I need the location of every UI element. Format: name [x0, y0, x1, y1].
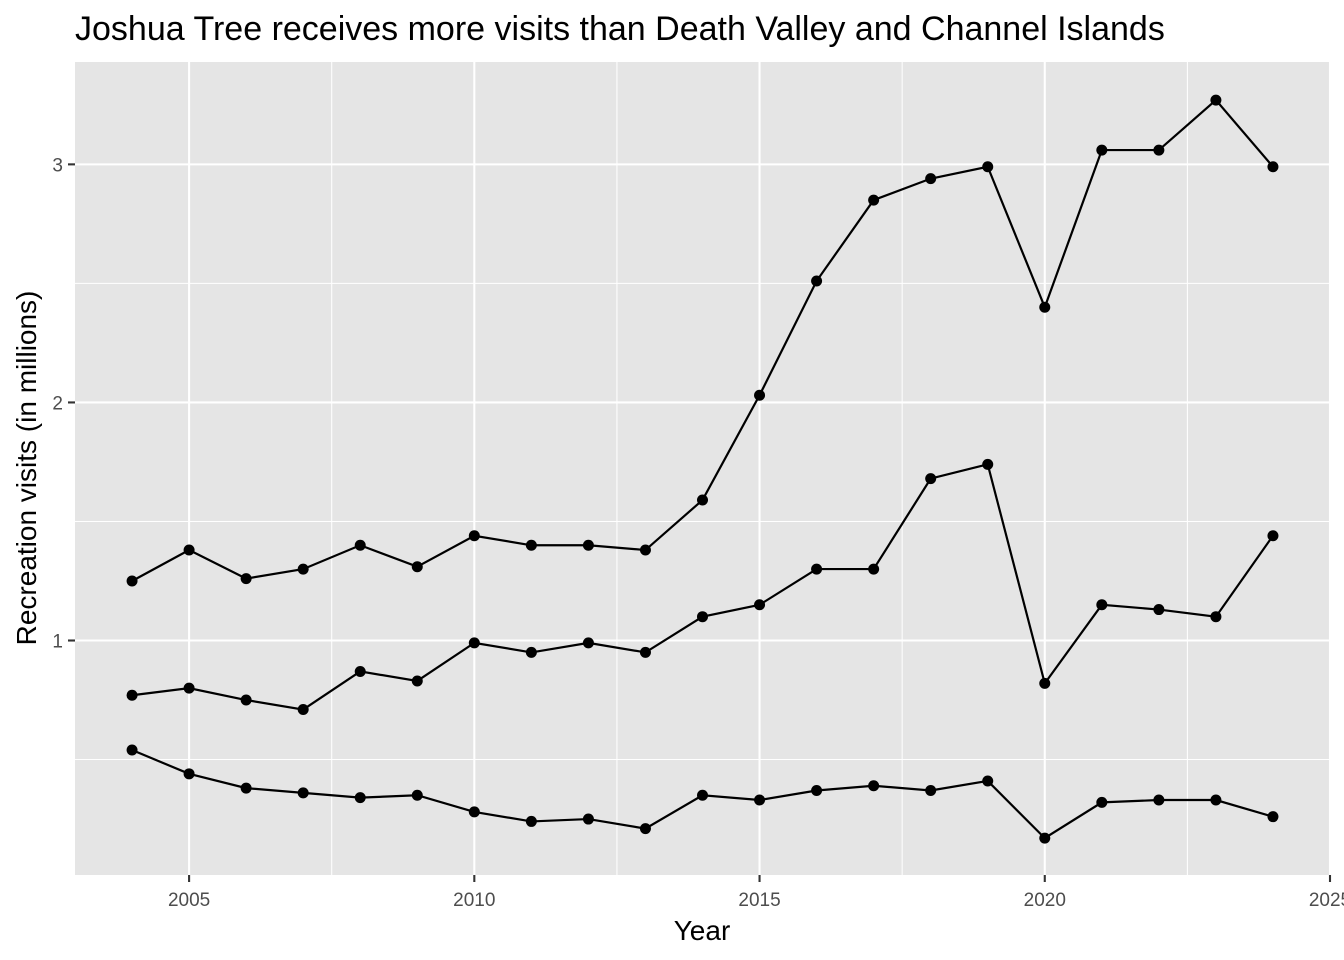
data-point-joshua-tree	[697, 494, 708, 506]
data-point-death-valley	[1039, 677, 1051, 689]
y-tick-label: 2	[52, 393, 63, 414]
x-tick-label: 2025	[1309, 890, 1344, 911]
data-point-channel-islands	[982, 775, 994, 787]
data-point-death-valley	[811, 563, 823, 575]
data-point-death-valley	[982, 458, 994, 470]
data-point-death-valley	[1267, 530, 1279, 542]
data-point-death-valley	[639, 646, 651, 658]
data-point-joshua-tree	[411, 561, 423, 573]
data-point-joshua-tree	[1039, 301, 1051, 313]
data-point-channel-islands	[240, 782, 252, 794]
chart-title: Joshua Tree receives more visits than De…	[75, 10, 1165, 48]
data-point-death-valley	[354, 665, 366, 677]
data-point-channel-islands	[1096, 796, 1108, 808]
data-point-channel-islands	[1153, 794, 1165, 806]
y-tick-label: 1	[52, 632, 63, 653]
series-points	[126, 94, 1279, 844]
data-point-joshua-tree	[1210, 94, 1222, 106]
data-point-channel-islands	[126, 744, 138, 756]
data-point-joshua-tree	[639, 544, 651, 556]
data-point-channel-islands	[697, 789, 708, 801]
data-point-joshua-tree	[126, 575, 138, 587]
data-point-death-valley	[1210, 611, 1222, 623]
data-point-death-valley	[183, 682, 195, 694]
data-point-joshua-tree	[240, 573, 252, 585]
data-point-channel-islands	[297, 787, 309, 799]
x-tick-label: 2010	[453, 890, 495, 911]
data-point-joshua-tree	[811, 275, 823, 287]
data-point-joshua-tree	[183, 544, 195, 556]
data-point-channel-islands	[1267, 811, 1279, 823]
data-point-channel-islands	[1039, 832, 1051, 844]
x-tick-label: 2015	[738, 890, 780, 911]
data-point-joshua-tree	[582, 539, 594, 551]
data-point-death-valley	[240, 694, 252, 706]
data-point-joshua-tree	[354, 539, 366, 551]
y-axis-title: Recreation visits (in millions)	[11, 291, 42, 646]
data-point-joshua-tree	[982, 161, 994, 173]
data-point-channel-islands	[868, 780, 880, 792]
data-point-joshua-tree	[1267, 161, 1279, 173]
data-point-channel-islands	[754, 794, 766, 806]
data-point-joshua-tree	[297, 563, 309, 575]
data-point-joshua-tree	[1096, 144, 1108, 156]
data-point-joshua-tree	[525, 539, 537, 551]
data-point-death-valley	[468, 637, 480, 649]
data-point-death-valley	[1096, 599, 1108, 611]
x-axis: 2005 2010 2015 2020 2025	[168, 875, 1344, 911]
data-point-death-valley	[126, 689, 138, 701]
data-point-death-valley	[925, 473, 937, 485]
x-axis-title: Year	[674, 915, 731, 946]
data-point-channel-islands	[354, 792, 366, 804]
data-point-channel-islands	[639, 823, 651, 835]
data-point-joshua-tree	[1153, 144, 1165, 156]
data-point-channel-islands	[468, 806, 480, 818]
y-axis: 1 2 3	[52, 155, 75, 653]
x-tick-label: 2005	[168, 890, 210, 911]
data-point-death-valley	[525, 646, 537, 658]
x-tick-label: 2020	[1024, 890, 1066, 911]
minor-gridlines	[75, 62, 1330, 875]
data-point-death-valley	[697, 611, 708, 623]
data-point-joshua-tree	[868, 194, 880, 206]
y-tick-label: 3	[52, 155, 63, 176]
data-point-death-valley	[1153, 604, 1165, 616]
data-point-channel-islands	[411, 789, 423, 801]
plot-panel	[75, 62, 1330, 875]
data-point-joshua-tree	[754, 389, 766, 401]
data-point-death-valley	[868, 563, 880, 575]
data-point-death-valley	[582, 637, 594, 649]
data-point-joshua-tree	[468, 530, 480, 542]
data-point-channel-islands	[582, 813, 594, 825]
data-point-death-valley	[411, 675, 423, 687]
major-gridlines	[75, 62, 1332, 875]
data-point-channel-islands	[1210, 794, 1222, 806]
data-point-death-valley	[754, 599, 766, 611]
data-point-death-valley	[297, 704, 309, 716]
data-point-channel-islands	[925, 784, 937, 796]
data-point-channel-islands	[811, 784, 823, 796]
data-point-channel-islands	[183, 768, 195, 780]
data-point-joshua-tree	[925, 173, 937, 185]
data-point-channel-islands	[525, 815, 537, 827]
